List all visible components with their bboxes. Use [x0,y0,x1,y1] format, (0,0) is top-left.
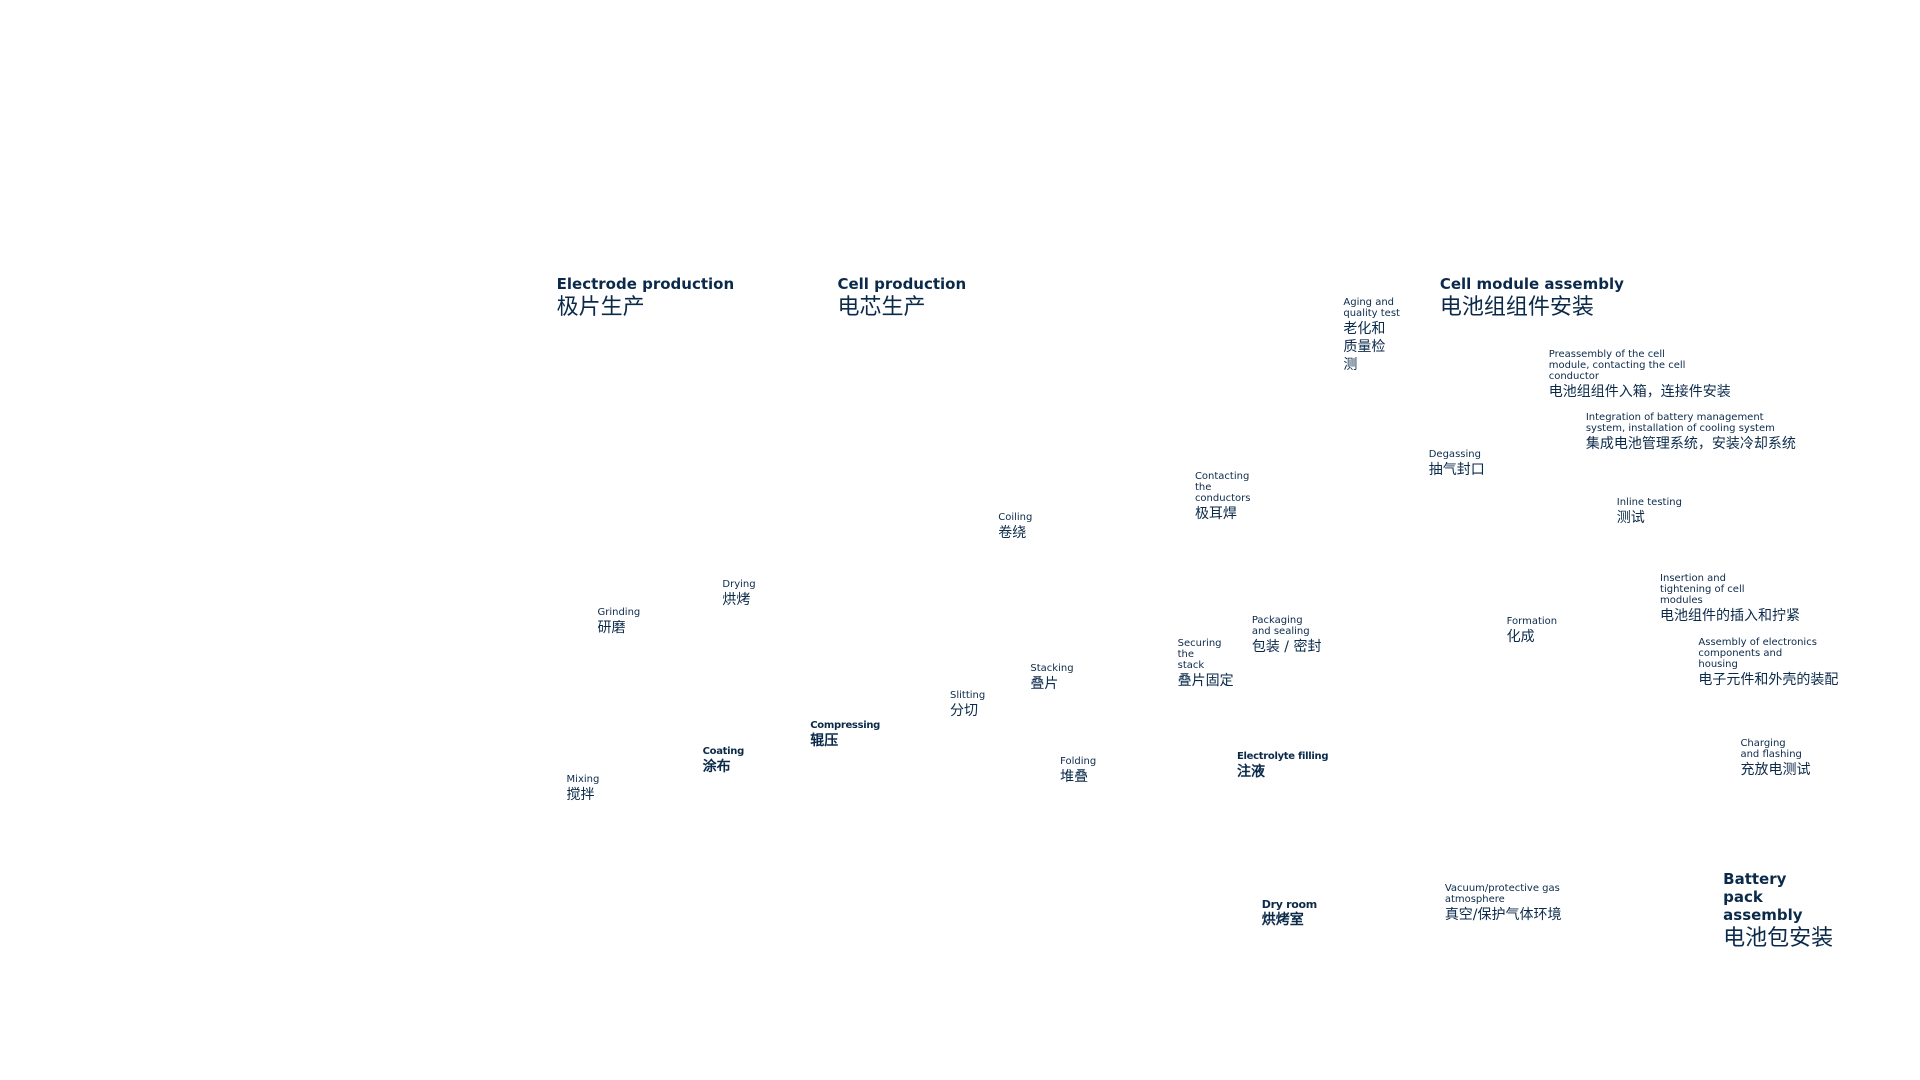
process-step-en: Preassembly of the cell module, contacti… [1548,348,1686,382]
process-step-en: Degassing [1428,449,1481,461]
process-step-en: Inline testing [1616,497,1682,509]
process-step-en: Charging and flashing [1740,738,1802,761]
process-step-zh: 抽气封口 [1428,462,1485,479]
process-step-zh: 辊压 [810,732,839,749]
process-step-en: Compressing [810,719,881,731]
process-step-zh: 研磨 [597,620,626,637]
process-step-en: Integration of battery management system… [1585,411,1775,434]
process-step: Compressing 辊压 [810,720,880,750]
section-heading: Battery pack assembly 电池包安装 [1723,870,1833,953]
section-heading-zh: 电芯生产 [837,294,926,320]
process-step-zh: 烘烤 [722,591,751,608]
process-step-en: Electrolyte filling [1237,750,1329,762]
process-step: Slitting 分切 [950,690,985,720]
process-step-zh: 极耳焊 [1194,506,1237,523]
section-heading-zh: 电池包安装 [1723,925,1834,951]
process-step-zh: 电池组件的插入和拧紧 [1660,607,1801,624]
process-step: Vacuum/protective gas atmosphere 真空/保护气体环… [1445,883,1563,924]
process-step: Formation 化成 [1507,616,1557,646]
section-heading-en: Electrode production [556,274,735,293]
section-heading-en: Cell production [837,274,967,293]
process-step-en: Vacuum/protective gas atmosphere [1444,883,1560,906]
process-step-zh: 分切 [950,703,979,720]
process-step-en: Grinding [597,607,641,619]
process-step: Packaging and sealing 包装 / 密封 [1252,615,1324,656]
process-step: Electrolyte filling 注液 [1237,751,1328,781]
process-step: Integration of battery management system… [1586,412,1796,453]
process-step: Assembly of electronics components and h… [1698,637,1838,689]
process-step-en: Folding [1060,755,1097,767]
process-step: Mixing 搅拌 [567,774,600,804]
process-step-zh: 卷绕 [998,525,1027,542]
section-heading-zh: 电池组组件安装 [1439,294,1594,320]
process-step-en: Stacking [1030,663,1074,675]
process-step: Insertion and tightening of cell modules… [1660,573,1800,625]
section-heading-en: Cell module assembly [1439,274,1624,293]
process-step: Charging and flashing 充放电测试 [1740,738,1810,779]
process-step: Grinding 研磨 [597,607,640,637]
process-step: Contacting the conductors 极耳焊 [1195,471,1267,523]
process-step: Degassing 抽气封口 [1429,449,1485,479]
process-step: Folding 堆叠 [1060,756,1096,786]
process-step-en: Formation [1506,616,1558,628]
process-step-en: Securing the stack [1177,638,1222,672]
process-step: Preassembly of the cell module, contacti… [1549,349,1731,401]
process-step-zh: 老化和质量检测 [1343,320,1386,373]
process-step-zh: 测试 [1616,510,1645,527]
process-step-zh: 集成电池管理系统，安装冷却系统 [1585,435,1796,452]
section-heading: Cell production 电芯生产 [837,275,966,322]
process-step: Dry room 烘烤室 [1262,899,1317,929]
section-heading-en: Battery pack assembly [1723,869,1803,924]
process-step: Stacking 叠片 [1030,663,1073,693]
process-step-en: Mixing [566,774,600,786]
section-heading-zh: 极片生产 [556,294,645,320]
process-step-en: Aging and quality test [1343,296,1400,319]
process-step-en: Dry room [1261,898,1317,912]
process-step-en: Slitting [950,690,986,702]
process-step-en: Coiling [998,512,1033,524]
process-step: Coiling 卷绕 [998,512,1032,542]
process-step-zh: 充放电测试 [1740,762,1811,779]
process-step-zh: 注液 [1237,763,1265,780]
process-step-zh: 堆叠 [1060,768,1089,785]
process-step-zh: 电子元件和外壳的装配 [1698,672,1839,689]
process-step-zh: 包装 / 密封 [1251,638,1322,655]
process-step-zh: 叠片 [1030,676,1059,693]
process-step-zh: 电池组组件入箱，连接件安装 [1548,383,1731,400]
process-step: Securing the stack 叠片固定 [1178,638,1234,690]
process-step: Drying 烘烤 [722,579,755,609]
process-step-en: Packaging and sealing [1251,614,1310,637]
process-step: Aging and quality test 老化和质量检测 [1343,297,1402,374]
section-heading: Cell module assembly 电池组组件安装 [1440,275,1624,322]
process-step-en: Assembly of electronics components and h… [1698,637,1817,671]
process-step-zh: 涂布 [702,758,731,775]
process-step-en: Contacting the conductors [1194,471,1251,505]
process-step-en: Insertion and tightening of cell modules [1660,572,1745,606]
process-step-zh: 真空/保护气体环境 [1444,907,1562,924]
process-step-en: Coating [702,745,745,757]
process-step-zh: 搅拌 [566,787,595,804]
process-step: Coating 涂布 [702,745,745,776]
process-step-zh: 化成 [1506,629,1535,646]
process-step-zh: 叠片固定 [1177,673,1234,690]
section-heading: Electrode production 极片生产 [557,275,735,322]
process-step-en: Drying [722,578,756,590]
process-step-zh: 烘烤室 [1261,912,1304,929]
process-step: Inline testing 测试 [1617,497,1682,527]
